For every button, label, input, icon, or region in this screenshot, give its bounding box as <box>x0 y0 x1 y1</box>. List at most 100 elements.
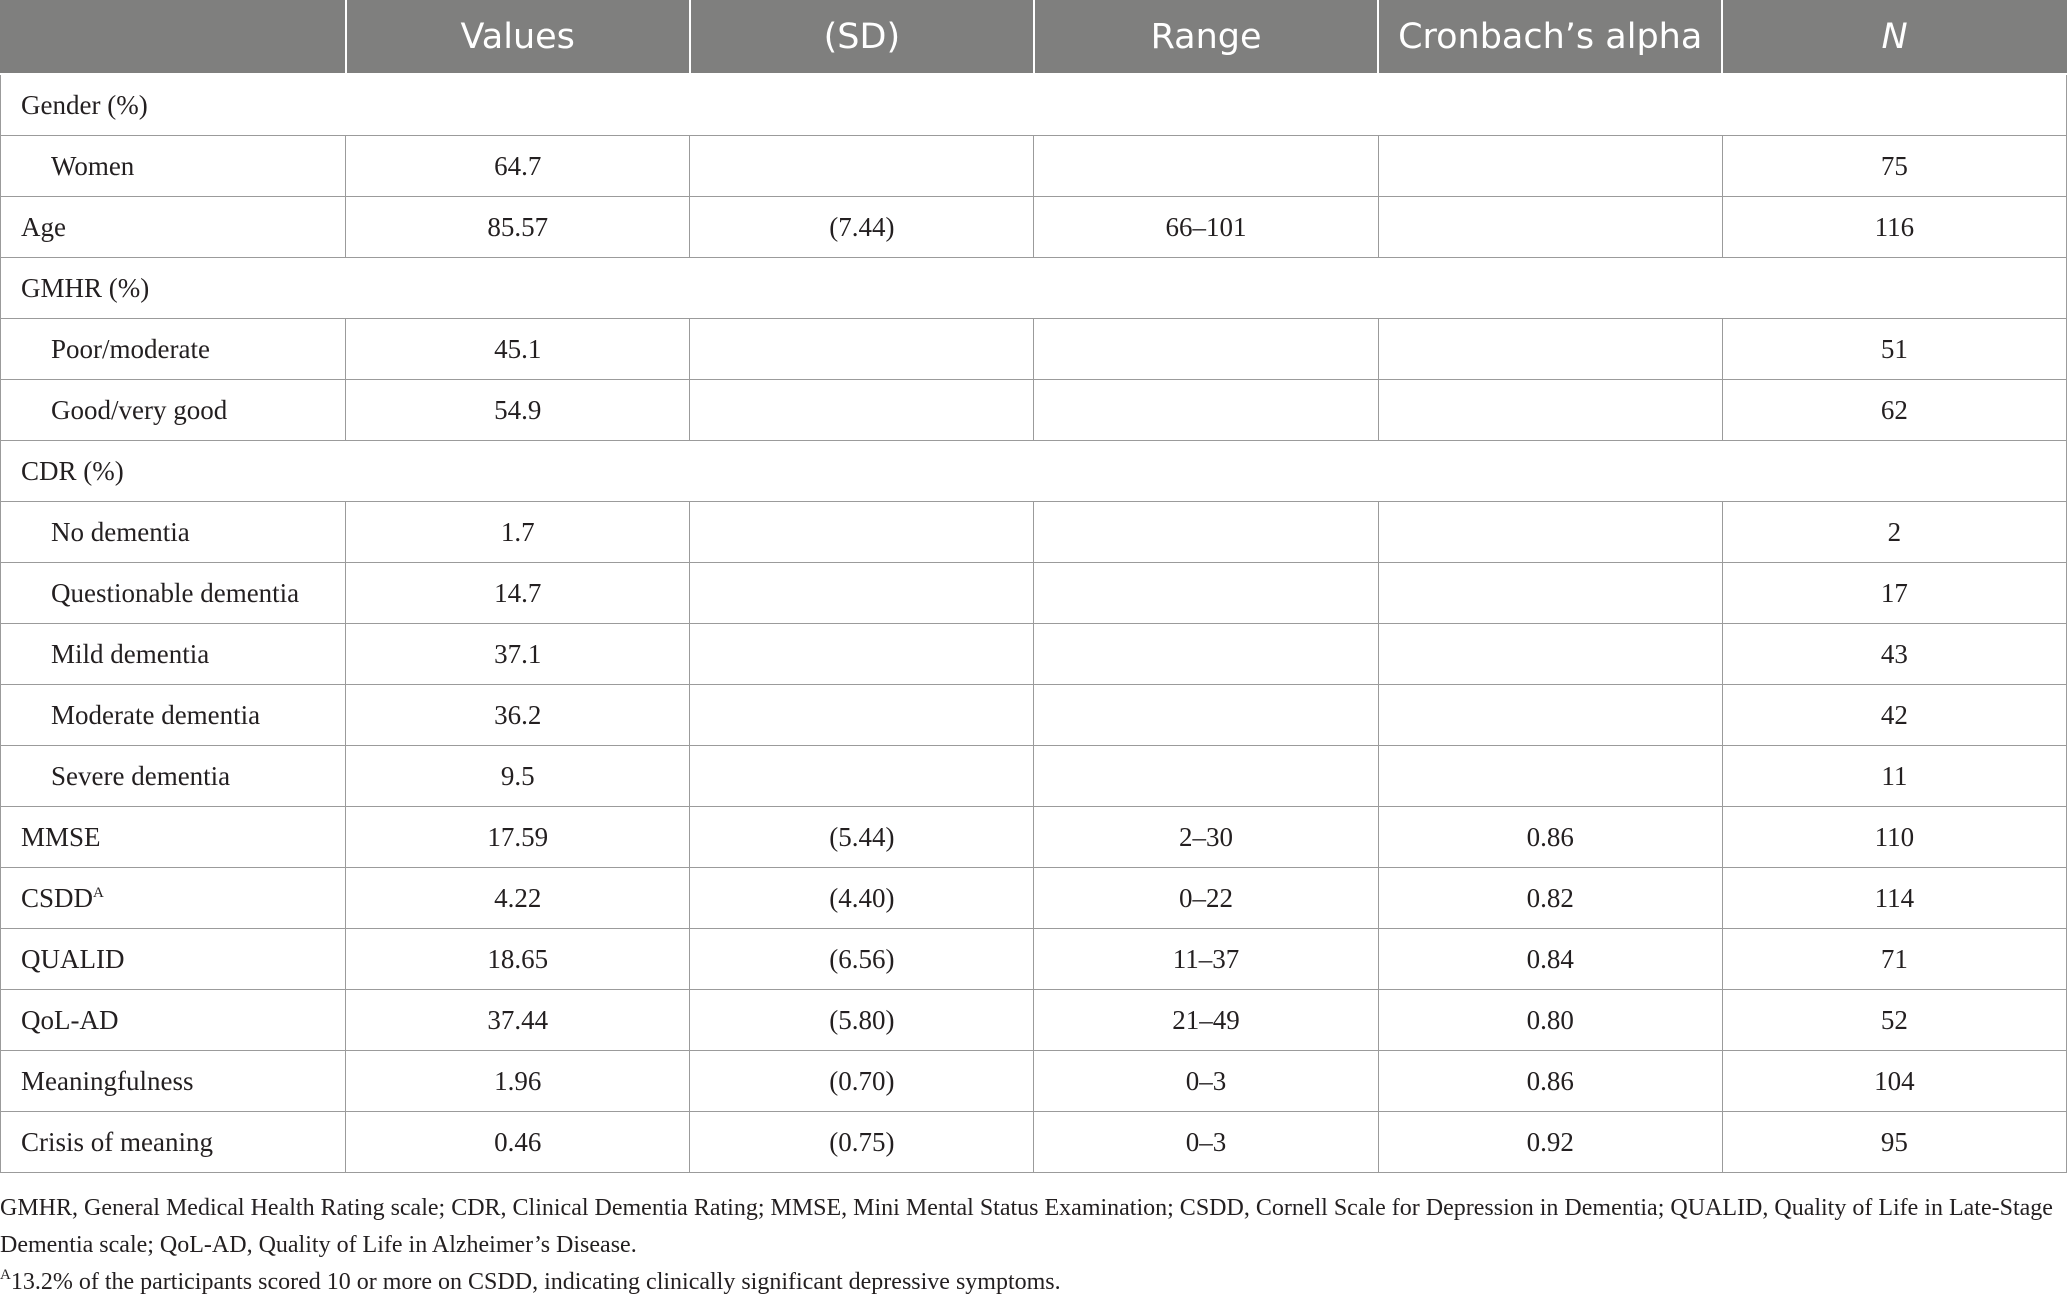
cell-alpha <box>1377 623 1723 685</box>
cell-alpha: 0.86 <box>1377 806 1723 868</box>
cell-sd: (5.80) <box>689 989 1035 1051</box>
cell-sd: (5.44) <box>689 806 1035 868</box>
cell-n: 75 <box>1721 135 2067 197</box>
cell-alpha <box>1377 379 1723 441</box>
cell-range <box>1033 501 1379 563</box>
section-label-gender: Gender (%) <box>0 73 2067 136</box>
row-label: Meaningfulness <box>0 1050 347 1112</box>
cell-range: 66–101 <box>1033 196 1379 258</box>
table-row-good-very-good: Good/very good 54.9 62 <box>0 379 2067 441</box>
cell-range: 0–22 <box>1033 867 1379 929</box>
cell-alpha <box>1377 745 1723 807</box>
cell-alpha: 0.80 <box>1377 989 1723 1051</box>
cell-range <box>1033 135 1379 197</box>
table-row-mmse: MMSE 17.59 (5.44) 2–30 0.86 110 <box>0 806 2067 868</box>
cell-range <box>1033 379 1379 441</box>
row-label: Good/very good <box>0 379 347 441</box>
cell-sd <box>689 318 1035 380</box>
cell-n: 116 <box>1721 196 2067 258</box>
cell-n: 2 <box>1721 501 2067 563</box>
table-row-moderate-dementia: Moderate dementia 36.2 42 <box>0 684 2067 746</box>
cell-sd <box>689 745 1035 807</box>
cell-range: 2–30 <box>1033 806 1379 868</box>
descriptive-statistics-table: Values (SD) Range Cronbach’s alpha N Gen… <box>0 0 2067 1173</box>
cell-alpha: 0.84 <box>1377 928 1723 990</box>
row-label: No dementia <box>0 501 347 563</box>
cell-values: 1.7 <box>345 501 691 563</box>
cell-n: 11 <box>1721 745 2067 807</box>
cell-range: 11–37 <box>1033 928 1379 990</box>
row-label: Questionable dementia <box>0 562 347 624</box>
cell-values: 9.5 <box>345 745 691 807</box>
header-sd: (SD) <box>688 0 1035 75</box>
cell-values: 45.1 <box>345 318 691 380</box>
cell-n: 42 <box>1721 684 2067 746</box>
header-n: N <box>1721 0 2067 75</box>
cell-n: 51 <box>1721 318 2067 380</box>
cell-n: 71 <box>1721 928 2067 990</box>
footnote-text: 13.2% of the participants scored 10 or m… <box>10 1269 1061 1295</box>
row-label: CSDDA <box>0 867 347 929</box>
cell-values: 0.46 <box>345 1111 691 1173</box>
cell-n: 43 <box>1721 623 2067 685</box>
cell-n: 104 <box>1721 1050 2067 1112</box>
cell-n: 62 <box>1721 379 2067 441</box>
footnote: A13.2% of the participants scored 10 or … <box>0 1264 2067 1301</box>
cell-sd: (6.56) <box>689 928 1035 990</box>
cell-values: 37.44 <box>345 989 691 1051</box>
cell-values: 37.1 <box>345 623 691 685</box>
cell-range <box>1033 684 1379 746</box>
header-row: Values (SD) Range Cronbach’s alpha N <box>0 0 2067 75</box>
cell-n: 52 <box>1721 989 2067 1051</box>
table-row-csdd: CSDDA 4.22 (4.40) 0–22 0.82 114 <box>0 867 2067 929</box>
row-label: Mild dementia <box>0 623 347 685</box>
cell-n: 114 <box>1721 867 2067 929</box>
table-row-age: Age 85.57 (7.44) 66–101 116 <box>0 196 2067 258</box>
table-row-women: Women 64.7 75 <box>0 135 2067 197</box>
cell-n: 110 <box>1721 806 2067 868</box>
cell-values: 4.22 <box>345 867 691 929</box>
cell-sd: (7.44) <box>689 196 1035 258</box>
cell-values: 85.57 <box>345 196 691 258</box>
row-label: Severe dementia <box>0 745 347 807</box>
cell-sd <box>689 135 1035 197</box>
row-label: QoL-AD <box>0 989 347 1051</box>
section-row-gmhr: GMHR (%) <box>0 257 2067 319</box>
header-variable <box>0 0 347 75</box>
abbreviations-note: GMHR, General Medical Health Rating scal… <box>0 1195 2053 1258</box>
cell-sd: (0.75) <box>689 1111 1035 1173</box>
cell-alpha <box>1377 135 1723 197</box>
cell-values: 64.7 <box>345 135 691 197</box>
cell-values: 14.7 <box>345 562 691 624</box>
cell-sd: (4.40) <box>689 867 1035 929</box>
cell-range: 0–3 <box>1033 1111 1379 1173</box>
row-label: Crisis of meaning <box>0 1111 347 1173</box>
footnote-marker: A <box>93 884 104 901</box>
cell-alpha: 0.92 <box>1377 1111 1723 1173</box>
section-row-cdr: CDR (%) <box>0 440 2067 502</box>
cell-sd: (0.70) <box>689 1050 1035 1112</box>
row-label: QUALID <box>0 928 347 990</box>
cell-sd <box>689 379 1035 441</box>
row-label-text: CSDD <box>21 882 94 913</box>
cell-sd <box>689 684 1035 746</box>
cell-n: 17 <box>1721 562 2067 624</box>
header-range: Range <box>1032 0 1380 75</box>
table-row-mild-dementia: Mild dementia 37.1 43 <box>0 623 2067 685</box>
cell-values: 17.59 <box>345 806 691 868</box>
table-row-poor-moderate: Poor/moderate 45.1 51 <box>0 318 2067 380</box>
cell-values: 54.9 <box>345 379 691 441</box>
table-row-qol-ad: QoL-AD 37.44 (5.80) 21–49 0.80 52 <box>0 989 2067 1051</box>
row-label: Women <box>0 135 347 197</box>
cell-range: 0–3 <box>1033 1050 1379 1112</box>
cell-sd <box>689 562 1035 624</box>
section-label-cdr: CDR (%) <box>0 440 2067 502</box>
row-label: Age <box>0 196 347 258</box>
cell-range <box>1033 318 1379 380</box>
header-cronbach-alpha: Cronbach’s alpha <box>1377 0 1724 75</box>
footnote-mark: A <box>0 1267 11 1283</box>
cell-alpha <box>1377 501 1723 563</box>
cell-range: 21–49 <box>1033 989 1379 1051</box>
header-values: Values <box>344 0 691 75</box>
table-row-meaningfulness: Meaningfulness 1.96 (0.70) 0–3 0.86 104 <box>0 1050 2067 1112</box>
